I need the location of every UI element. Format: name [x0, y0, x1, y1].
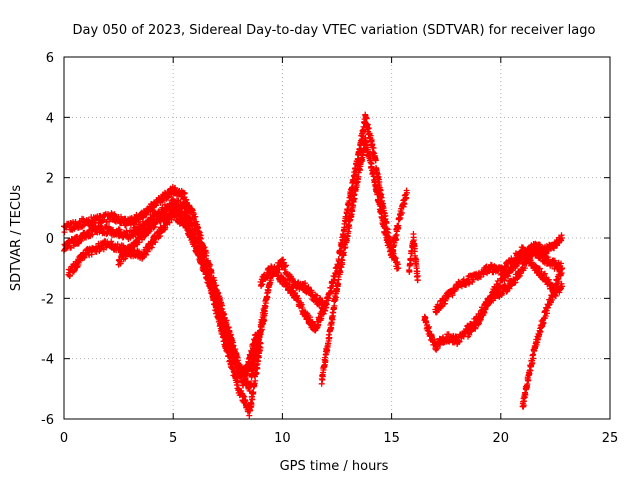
series-markers: [318, 134, 410, 387]
x-tick-label: 5: [169, 431, 177, 446]
series-sat-track-10: [465, 232, 565, 340]
y-axis-label: SDTVAR / TECUs: [9, 185, 24, 292]
series-sat-track-7: [406, 231, 421, 284]
x-axis-label: GPS time / hours: [280, 459, 389, 474]
series-markers: [115, 201, 260, 389]
y-tick-label: 4: [46, 111, 54, 126]
y-tick-label: -6: [41, 413, 54, 428]
data-series: [61, 111, 565, 419]
y-tick-label: 0: [46, 232, 54, 247]
series-sat-track-4: [115, 201, 260, 389]
y-tick-label: -2: [41, 292, 54, 307]
x-tick-label: 20: [493, 431, 510, 446]
y-tick-label: 6: [46, 51, 54, 66]
x-tick-label: 25: [602, 431, 619, 446]
y-tick-label: -4: [41, 353, 54, 368]
series-markers: [519, 265, 565, 410]
chart-title: Day 050 of 2023, Sidereal Day-to-day VTE…: [73, 23, 596, 38]
y-tick-label: 2: [46, 172, 54, 187]
series-sat-track-6: [318, 134, 410, 387]
series-markers: [465, 232, 565, 340]
series-sat-track-11: [519, 265, 565, 410]
x-tick-label: 0: [60, 431, 68, 446]
series-markers: [406, 231, 421, 284]
axis-ticks: 0 5 10 15 20 25 -6 -4 -2 0 2 4 6: [41, 51, 618, 446]
x-tick-label: 15: [383, 431, 400, 446]
x-tick-label: 10: [274, 431, 291, 446]
